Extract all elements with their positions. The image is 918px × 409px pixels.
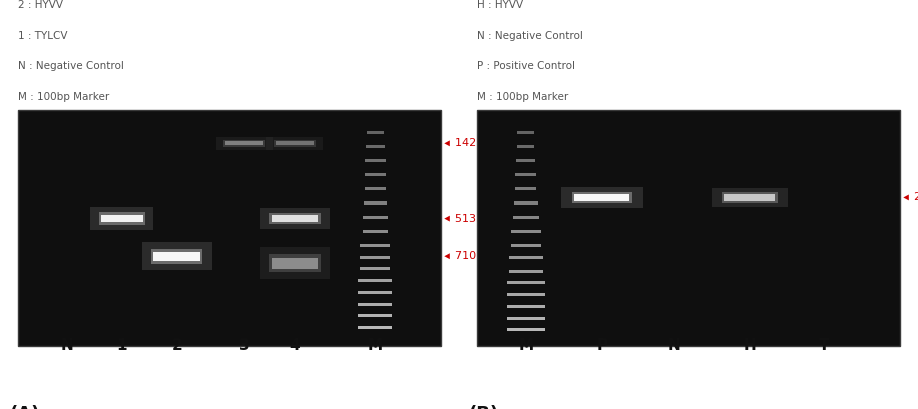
Bar [711, 188, 788, 207]
Text: N: N [667, 338, 680, 353]
Bar [364, 159, 386, 162]
Bar [509, 270, 543, 273]
Text: M : 100bp Marker: M : 100bp Marker [18, 92, 109, 102]
Bar [266, 137, 323, 150]
Bar [361, 244, 390, 247]
Bar [515, 173, 536, 176]
Bar [515, 187, 536, 191]
Text: P : Positive Control: P : Positive Control [477, 61, 576, 71]
Text: N : Negative Control: N : Negative Control [18, 61, 124, 71]
Bar [364, 202, 386, 204]
Text: M : 100bp Marker: M : 100bp Marker [477, 92, 568, 102]
Bar [724, 194, 775, 201]
Text: 1 : TYLCV: 1 : TYLCV [18, 31, 68, 40]
Bar [260, 247, 330, 279]
Text: T: T [818, 338, 829, 353]
Bar [358, 326, 392, 329]
Text: 2 : HYVV: 2 : HYVV [18, 0, 63, 10]
Text: (B): (B) [468, 405, 498, 409]
Bar [272, 215, 319, 222]
Text: P: P [597, 338, 608, 353]
Bar [90, 207, 153, 230]
Bar [513, 216, 539, 218]
Text: 4: 4 [290, 338, 300, 353]
Bar [477, 110, 900, 346]
Bar [260, 208, 330, 229]
Bar [363, 230, 388, 233]
Bar [364, 187, 386, 191]
Text: H: H [744, 338, 756, 353]
Polygon shape [444, 140, 450, 146]
Bar [225, 141, 263, 146]
Bar [511, 244, 541, 247]
Bar [361, 267, 390, 270]
Bar [101, 215, 143, 222]
Bar [575, 194, 630, 201]
Bar [367, 131, 384, 134]
Bar [507, 281, 545, 285]
Bar [361, 256, 390, 258]
Bar [518, 145, 534, 148]
Bar [365, 145, 385, 148]
Bar [272, 258, 319, 269]
Text: M: M [519, 338, 533, 353]
Bar [507, 317, 545, 320]
Bar [561, 187, 644, 208]
Text: N: N [61, 338, 73, 353]
Bar [153, 252, 200, 261]
Bar [722, 192, 778, 203]
Text: 2: 2 [172, 338, 182, 353]
Bar [358, 315, 392, 317]
Bar [507, 328, 545, 331]
Bar [274, 140, 316, 147]
Bar [572, 191, 633, 203]
Bar [507, 305, 545, 308]
Text: H : HYVV: H : HYVV [477, 0, 523, 10]
Text: 710 bp: 710 bp [455, 251, 494, 261]
Bar [517, 159, 535, 162]
Bar [269, 213, 320, 225]
Text: 3: 3 [239, 338, 250, 353]
Bar [98, 212, 145, 225]
Bar [151, 249, 202, 264]
Bar [18, 110, 441, 346]
Bar [223, 140, 265, 147]
Polygon shape [444, 216, 450, 222]
Text: N : Negative Control: N : Negative Control [477, 31, 583, 40]
Bar [507, 293, 545, 296]
Text: (A): (A) [9, 405, 39, 409]
Text: 142 bp: 142 bp [455, 138, 494, 148]
Text: 202 bp: 202 bp [914, 193, 918, 202]
Text: 513 bp: 513 bp [455, 213, 494, 224]
Bar [358, 279, 392, 282]
Text: 1: 1 [117, 338, 127, 353]
Bar [358, 291, 392, 294]
Bar [509, 256, 543, 258]
Bar [364, 173, 386, 176]
Bar [363, 216, 388, 218]
Polygon shape [444, 253, 450, 259]
Bar [142, 243, 211, 270]
Bar [216, 137, 273, 150]
Bar [518, 131, 534, 134]
Bar [511, 230, 541, 233]
Polygon shape [903, 195, 909, 200]
Text: M: M [367, 338, 383, 353]
Bar [514, 202, 538, 204]
Bar [269, 254, 320, 272]
Bar [276, 141, 314, 146]
Bar [358, 303, 392, 306]
